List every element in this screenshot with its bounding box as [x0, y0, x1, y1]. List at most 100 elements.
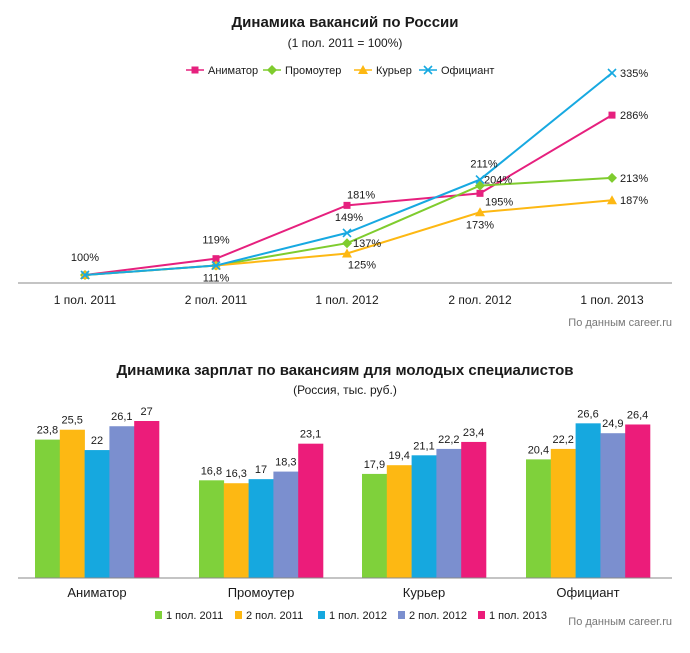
series-2-point-3	[475, 207, 485, 217]
point-label: 137%	[353, 238, 381, 250]
bar-data-label: 19,4	[388, 450, 409, 462]
bar-data-label: 26,4	[627, 409, 648, 421]
series-0-point-3	[476, 189, 484, 197]
bar-3-3	[600, 433, 626, 578]
bar-data-label: 16,8	[201, 465, 222, 477]
bar-chart-subtitle: (Россия, тыс. руб.)	[293, 383, 397, 397]
bar-3-4	[625, 424, 651, 578]
point-label: 211%	[470, 159, 498, 171]
bar-data-label: 23,1	[300, 429, 321, 441]
line-chart-legend: Аниматор Промоутер Курьер Официант	[186, 65, 494, 77]
bar-0-3	[109, 426, 135, 578]
point-label: 119%	[202, 235, 230, 247]
bar-1-1	[223, 483, 249, 578]
bar-data-label: 22	[91, 435, 103, 447]
bar-data-label: 16,3	[225, 468, 246, 480]
bar-2-1	[386, 465, 412, 578]
line-x-tick-label: 2 пол. 2012	[448, 293, 512, 307]
bar-data-label: 20,4	[528, 444, 549, 456]
series-1-point-4	[607, 172, 617, 183]
legend-label: 1 пол. 2011	[166, 610, 223, 622]
legend-swatch	[155, 611, 162, 619]
point-label: 181%	[347, 189, 375, 201]
bar-0-0	[35, 439, 61, 578]
line-chart-series	[80, 68, 617, 280]
series-3-point-4	[607, 68, 617, 78]
vacancies-line-chart: Динамика вакансий по России (1 пол. 2011…	[18, 14, 672, 329]
bar-data-label: 22,2	[438, 434, 459, 446]
bar-0-2	[84, 450, 110, 578]
bar-data-label: 24,9	[602, 418, 623, 430]
bar-3-0	[526, 459, 552, 578]
bar-1-4	[298, 443, 324, 578]
series-3-point-1	[211, 260, 221, 271]
line-x-tick-label: 1 пол. 2013	[580, 293, 644, 307]
series-1-point-2	[342, 238, 352, 249]
line-x-tick-label: 2 пол. 2011	[185, 293, 248, 307]
bar-category-label: Аниматор	[67, 585, 126, 600]
legend-label: Аниматор	[208, 65, 258, 77]
bar-data-label: 23,4	[463, 427, 484, 439]
legend-swatch	[235, 611, 242, 619]
legend-label: 2 пол. 2012	[409, 610, 467, 622]
bar-2-0	[362, 473, 388, 578]
point-label: 335%	[620, 68, 648, 80]
line-chart-x-tick-labels: 1 пол. 2011 2 пол. 2011 1 пол. 2012 2 пол. …	[54, 293, 644, 307]
legend-label: Курьер	[376, 65, 412, 77]
bar-data-label: 27	[140, 406, 152, 418]
point-label: 195%	[485, 196, 513, 208]
bar-data-label: 22,2	[552, 434, 573, 446]
bar-2-4	[461, 441, 487, 578]
point-label: 204%	[484, 175, 512, 187]
source-note-bottom: По данным career.ru	[568, 616, 672, 628]
bar-data-label: 17,9	[364, 459, 385, 471]
bar-category-label: Курьер	[403, 585, 445, 600]
legend-label: Промоутер	[285, 65, 341, 77]
bar-1-0	[199, 480, 225, 578]
bar-2-2	[411, 455, 437, 578]
bar-1-3	[273, 471, 299, 578]
bar-chart-title: Динамика зарплат по вакансиям для молоды…	[116, 362, 573, 379]
point-label: 149%	[335, 212, 363, 224]
line-chart-title: Динамика вакансий по России	[232, 14, 459, 31]
bar-category-label: Промоутер	[228, 585, 295, 600]
bar-data-label: 18,3	[275, 457, 296, 469]
series-2-point-2	[342, 248, 352, 258]
point-label: 173%	[466, 219, 494, 231]
bar-3-1	[550, 448, 576, 578]
bar-2-3	[436, 448, 462, 578]
legend-triangle-marker	[358, 65, 368, 74]
point-label: 100%	[71, 252, 99, 264]
series-2-point-4	[607, 195, 617, 205]
series-0-point-4	[608, 111, 616, 119]
bar-chart-x-tick-labels: Аниматор Промоутер Курьер Официант	[67, 585, 619, 600]
bar-chart-bars: 23,825,5 22 26,1 27 16,8 16,3 17 18,3 23,1 17,919…	[35, 406, 651, 578]
series-0-point-1	[212, 255, 220, 263]
line-chart-point-labels: 100% 119% 111% 181% 149% 137% 125% 211% 204% 195%…	[71, 68, 648, 285]
line-x-tick-label: 1 пол. 2011	[54, 293, 117, 307]
legend-swatch	[318, 611, 325, 619]
point-label: 286%	[620, 110, 648, 122]
bar-data-label: 17	[255, 464, 267, 476]
bar-data-label: 25,5	[61, 415, 82, 427]
legend-label: 1 пол. 2012	[329, 610, 387, 622]
bar-data-label: 26,6	[577, 408, 598, 420]
legend-diamond-marker	[267, 65, 277, 75]
legend-square-marker	[191, 66, 199, 74]
point-label: 187%	[620, 195, 648, 207]
bar-0-1	[59, 429, 85, 578]
legend-label: Официант	[441, 65, 494, 77]
bar-1-2	[248, 479, 274, 578]
bar-chart-legend: 1 пол. 2011 2 пол. 2011 1 пол. 2012 2 пол. …	[155, 610, 547, 622]
bar-0-4	[134, 421, 160, 578]
series-3-point-3	[475, 175, 485, 185]
point-label: 125%	[348, 260, 376, 272]
point-label: 213%	[620, 173, 648, 185]
point-label: 111%	[203, 273, 230, 285]
legend-swatch	[398, 611, 405, 619]
legend-label: 1 пол. 2013	[489, 610, 547, 622]
legend-x-marker	[423, 65, 433, 75]
line-x-tick-label: 1 пол. 2012	[315, 293, 379, 307]
bar-3-2	[575, 423, 601, 578]
